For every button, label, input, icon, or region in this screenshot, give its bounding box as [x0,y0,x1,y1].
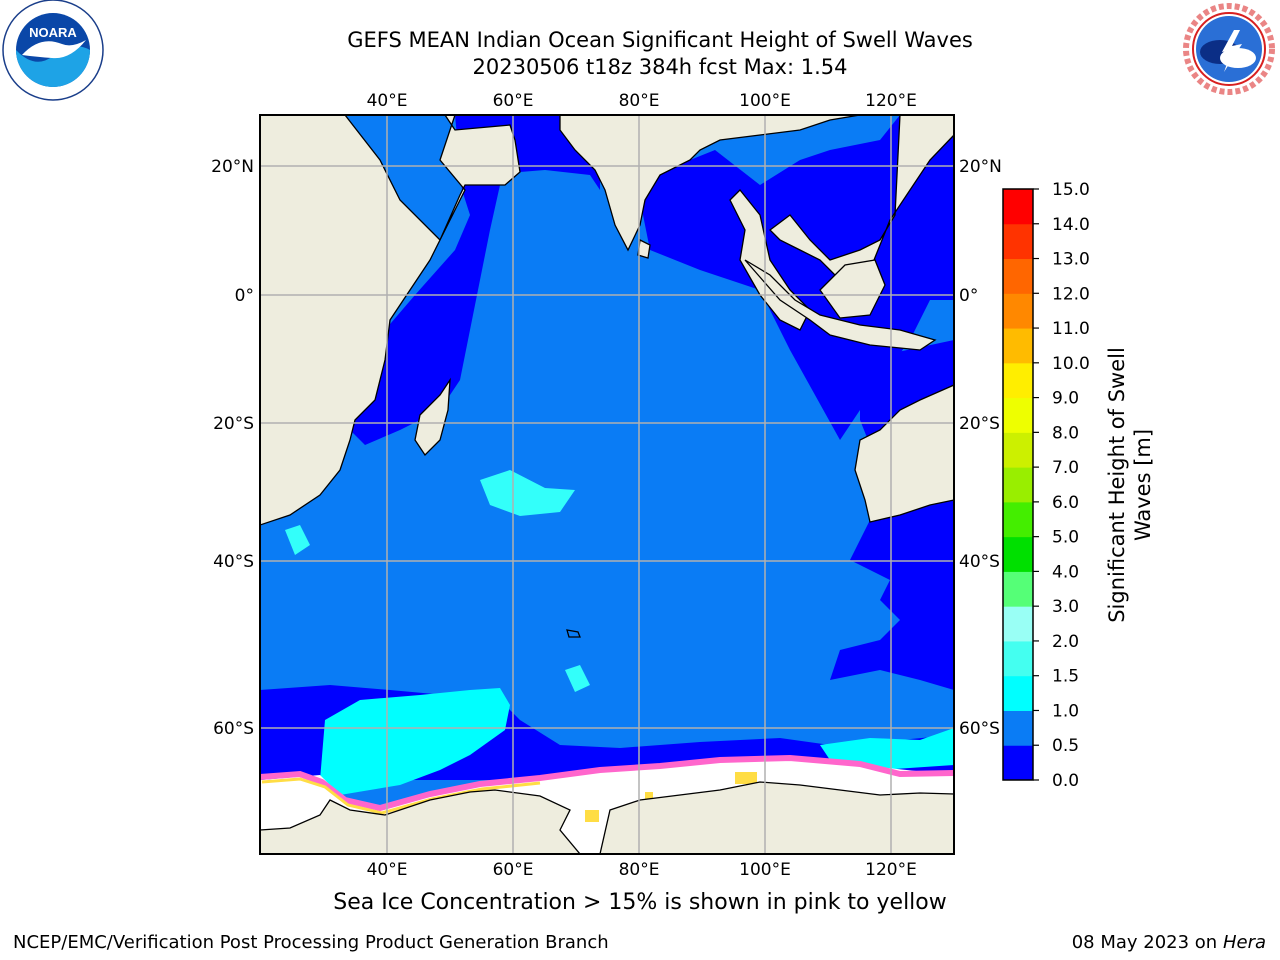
lon-label: 60°E [493,860,534,880]
noaa-logo: NOARA [2,0,104,101]
sumatra-java [744,259,937,351]
colorbar-tick-label: 3.0 [1052,597,1079,617]
mid-cyan-2 [565,665,590,692]
southeast-asia [729,115,954,331]
colorbar-swatch [1003,397,1033,433]
colorbar-swatch [1003,293,1033,329]
colorbar-tick-label: 13.0 [1052,250,1090,270]
colorbar-tick-label: 11.0 [1052,319,1090,339]
borneo [819,259,886,319]
madagascar [414,377,451,457]
lat-label: 0° [235,286,254,306]
lat-label: 40°S [213,552,254,572]
colorbar-swatch [1003,536,1033,572]
producer-credit: NCEP/EMC/Verification Post Processing Pr… [13,932,609,953]
kerguelen-outline [566,629,581,638]
lon-label: 120°E [865,91,917,111]
map-gridlines [260,115,954,854]
colorbar-label-line2: Waves [m] [1131,429,1155,541]
lon-label: 40°E [367,91,408,111]
southeast-cyan [820,728,954,770]
map-body [260,115,954,854]
colorbar-tick-label: 0.5 [1052,736,1079,756]
lat-label: 60°S [213,719,254,739]
colorbar-frame [1002,188,1034,781]
colorbar-tick-label: 10.0 [1052,354,1090,374]
nws-logo [1181,1,1277,97]
lat-label: 0° [959,286,978,306]
colorbar-tick-label: 6.0 [1052,493,1079,513]
run-host: Hera [1222,932,1266,953]
lat-label: 60°S [959,719,1000,739]
colorbar-swatch [1003,328,1033,364]
colorbar-ticks: 0.0 0.5 1.0 1.5 2.0 3.0 4.0 5.0 6.0 7.0 8.0 9.0 10.0… [1033,180,1090,791]
colorbar-tick-label: 9.0 [1052,389,1079,409]
midocean-cyan [480,470,575,516]
lat-labels-right: 20°N 0° 20°S 40°S 60°S [959,157,1002,739]
colorbar-swatch [1003,189,1033,225]
lat-labels-left: 20°N 0° 20°S 40°S 60°S [211,157,254,739]
lat-label: 20°N [211,157,254,177]
colorbar-tick-label: 0.0 [1052,771,1079,791]
lon-label: 100°E [739,860,791,880]
lon-label: 120°E [865,860,917,880]
colorbar-tick-label: 15.0 [1052,180,1090,200]
lat-label: 20°S [213,414,254,434]
colorbar-tick-label: 7.0 [1052,458,1079,478]
southeast-low [830,500,954,690]
lat-label: 40°S [959,552,1000,572]
colorbar-swatch [1003,223,1033,260]
sea-ice-note: Sea Ice Concentration > 15% is shown in … [333,890,947,915]
sea-ice-edge [260,754,954,812]
southwest-cyan [320,688,510,795]
lon-label: 100°E [739,91,791,111]
colorbar-tick-label: 1.0 [1052,701,1079,721]
lat-label: 20°N [959,157,1002,177]
colorbar-tick-label: 1.5 [1052,667,1079,687]
colorbar-swatch [1003,640,1033,677]
lon-label: 80°E [619,91,660,111]
colorbar-tick-label: 14.0 [1052,215,1090,235]
colorbar-swatch [1003,501,1033,538]
colorbar-swatch [1003,710,1033,746]
colorbar-tick-label: 12.0 [1052,284,1090,304]
lat-label: 20°S [959,414,1000,434]
lon-labels-top: 40°E 60°E 80°E 100°E 120°E [367,91,917,111]
colorbar-swatch [1003,258,1033,294]
colorbar-swatch [1003,432,1033,468]
arabian-sea-low [350,115,600,445]
west-cyan [285,525,310,555]
lon-label: 80°E [619,860,660,880]
run-date-text: 08 May 2023 on [1071,932,1218,953]
chart-title: GEFS MEAN Indian Ocean Significant Heigh… [347,28,973,52]
sea-ice-yellow [261,777,541,815]
lon-label: 60°E [493,91,534,111]
colorbar [1003,189,1033,781]
colorbar-swatch [1003,745,1033,781]
australia [854,384,954,523]
lon-label: 40°E [367,860,408,880]
colorbar-swatch [1003,467,1033,503]
colorbar-label-line1: Significant Height of Swell [1105,347,1129,623]
colorbar-tick-label: 5.0 [1052,528,1079,548]
run-date: 08 May 2023 on Hera [1072,932,1266,953]
colorbar-tick-label: 4.0 [1052,562,1079,582]
colorbar-tick-label: 2.0 [1052,632,1079,652]
colorbar-tick-label: 8.0 [1052,423,1079,443]
india [559,115,861,252]
colorbar-swatch [1003,675,1033,711]
colorbar-swatch [1003,571,1033,607]
lon-labels-bottom: 40°E 60°E 80°E 100°E 120°E [367,860,917,880]
colorbar-swatch [1003,362,1033,399]
noaa-logo-name: NOARA [29,25,77,40]
colorbar-swatch [1003,606,1033,642]
map-frame [259,114,955,855]
colorbar-label: Significant Height of Swell Waves [m] [1105,347,1155,623]
moderate-swell-patches [285,470,954,795]
antarctica [260,781,954,854]
chart-subtitle: 20230506 t18z 384h fcst Max: 1.54 [472,55,848,79]
